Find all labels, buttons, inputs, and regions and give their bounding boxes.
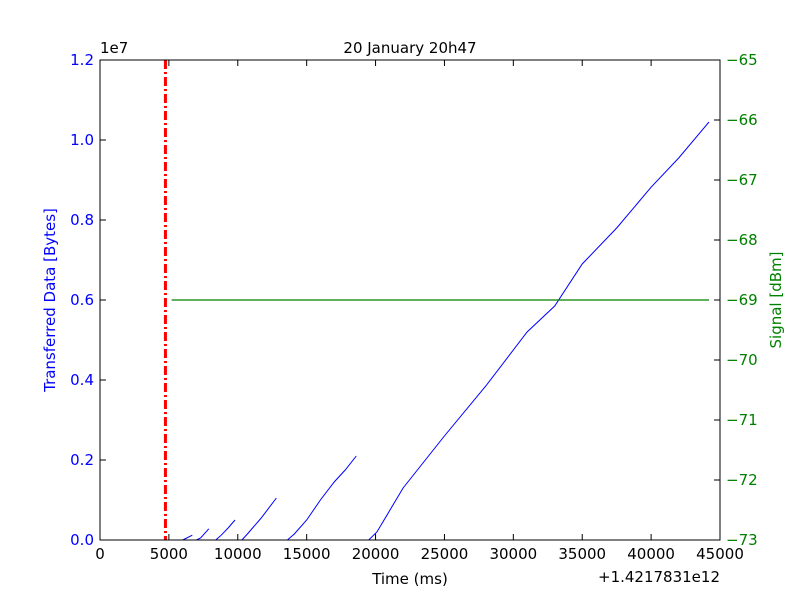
x-tick-label: 20000 — [352, 545, 400, 563]
left-y-tick-label: 1.0 — [70, 131, 94, 149]
left-y-axis-label: Transferred Data [Bytes] — [41, 208, 59, 393]
transferred-data-line-1 — [196, 528, 210, 541]
data-marks — [163, 60, 710, 541]
left-y-tick-label: 0.0 — [70, 531, 94, 549]
left-y-multiplier: 1e7 — [100, 39, 128, 57]
transferred-data-line-3 — [241, 497, 277, 541]
transferred-data-line-4 — [287, 455, 357, 541]
right-y-tick-label: −66 — [726, 111, 758, 129]
x-offset-label: +1.4217831e12 — [598, 568, 720, 586]
transferred-data-line-5 — [368, 121, 710, 541]
x-axis-label: Time (ms) — [371, 570, 448, 588]
left-y-axis: 0.0 0.2 0.4 0.6 0.8 1.0 1.2 — [70, 51, 106, 549]
left-y-tick-label: 0.6 — [70, 291, 94, 309]
x-tick-label: 0 — [95, 545, 105, 563]
chart-title: 20 January 20h47 — [343, 39, 476, 57]
transferred-data-line-0 — [182, 534, 193, 541]
x-tick-label: 10000 — [214, 545, 262, 563]
right-y-axis-label: Signal [dBm] — [767, 252, 785, 349]
right-y-tick-label: −65 — [726, 51, 758, 69]
x-tick-label: 5000 — [150, 545, 188, 563]
left-y-tick-label: 0.4 — [70, 371, 94, 389]
x-axis: 0 5000 10000 15000 20000 25000 30000 35000 40000… — [95, 60, 744, 563]
right-y-tick-label: −68 — [726, 231, 758, 249]
x-tick-label: 45000 — [696, 545, 744, 563]
right-y-tick-label: −73 — [726, 531, 758, 549]
right-y-tick-label: −70 — [726, 351, 758, 369]
x-tick-label: 35000 — [558, 545, 606, 563]
transferred-data-line-2 — [215, 519, 236, 541]
right-y-tick-label: −67 — [726, 171, 758, 189]
left-y-tick-label: 0.8 — [70, 211, 94, 229]
right-y-tick-label: −72 — [726, 471, 758, 489]
left-y-tick-label: 1.2 — [70, 51, 94, 69]
x-tick-label: 25000 — [421, 545, 469, 563]
right-y-axis: −73 −72 −71 −70 −69 −68 −67 −66 −65 — [714, 51, 758, 549]
x-tick-label: 30000 — [489, 545, 537, 563]
x-tick-label: 40000 — [627, 545, 675, 563]
left-y-tick-label: 0.2 — [70, 451, 94, 469]
right-y-tick-label: −69 — [726, 291, 758, 309]
x-tick-label: 15000 — [283, 545, 331, 563]
right-y-tick-label: −71 — [726, 411, 758, 429]
